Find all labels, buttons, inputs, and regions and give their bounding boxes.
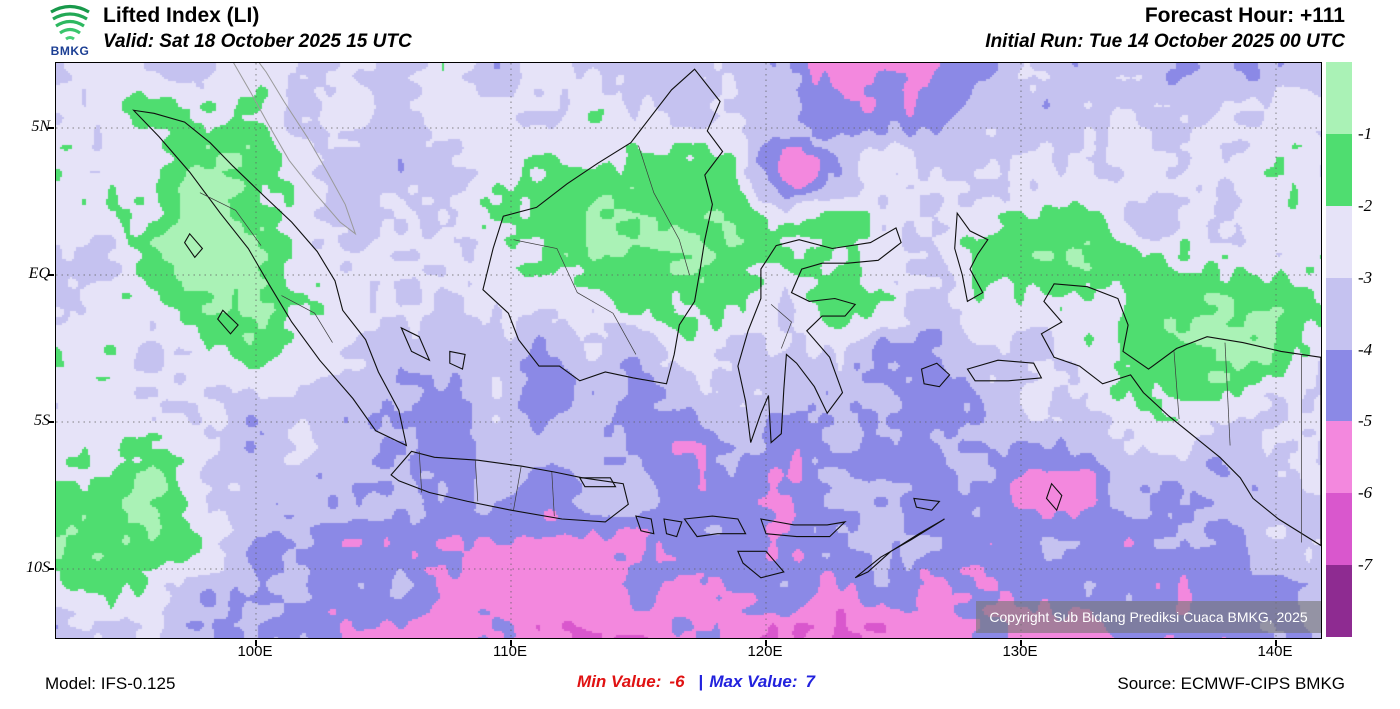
color-legend	[1326, 62, 1352, 637]
min-value: -6	[669, 672, 685, 691]
y-axis-tickmark	[48, 421, 54, 423]
y-axis-tickmark	[48, 274, 54, 276]
x-axis-tickmark	[510, 640, 512, 646]
source-label: Source: ECMWF-CIPS BMKG	[1117, 674, 1345, 693]
min-max-summary: Min Value: -6 | Max Value: 7	[577, 672, 823, 692]
bmkg-logo-text: BMKG	[50, 44, 90, 58]
coastline	[737, 227, 902, 444]
province-border	[418, 451, 423, 493]
coastline	[854, 518, 945, 579]
coastline	[635, 515, 655, 535]
y-tick-label-10s: 10S	[26, 559, 50, 576]
legend-band-0	[1326, 62, 1352, 134]
province-border	[770, 304, 792, 349]
legend-band-7	[1326, 565, 1352, 637]
copyright-badge: Copyright Sub Bidang Prediksi Cuaca BMKG…	[976, 601, 1321, 633]
coastline-malaysia	[233, 63, 357, 236]
coastline	[920, 362, 951, 388]
coastline	[1045, 482, 1063, 512]
coastline	[954, 211, 989, 303]
bmkg-logo-icon	[50, 4, 90, 41]
x-axis-tickmark	[255, 640, 257, 646]
coastline	[578, 477, 617, 488]
legend-band-4	[1326, 349, 1352, 422]
min-max-separator: |	[698, 672, 704, 691]
coastline	[482, 68, 724, 385]
x-tick-label-100e: 100E	[237, 643, 273, 660]
x-tick-label-110e: 110E	[493, 643, 527, 660]
coastline	[449, 350, 466, 370]
province-border	[474, 460, 479, 502]
province-border	[1173, 351, 1180, 420]
y-tick-label-eq: EQ	[28, 265, 50, 282]
legend-tick-label-1: -1	[1358, 124, 1373, 143]
coastline	[132, 109, 408, 447]
y-axis-tickmark	[48, 568, 54, 570]
x-tick-label-130e: 130E	[1002, 643, 1038, 660]
x-tick-label-120e: 120E	[747, 643, 783, 660]
coastline	[760, 518, 847, 538]
province-border	[199, 192, 262, 246]
legend-tick-label-5: -5	[1358, 411, 1373, 430]
valid-time-label: Valid: Sat 18 October 2025 15 UTC	[103, 31, 412, 52]
legend-tick-label-4: -4	[1358, 340, 1373, 359]
coastline	[966, 359, 1043, 382]
y-tick-label-5s: 5S	[34, 412, 50, 429]
legend-tick-label-6: -6	[1358, 483, 1373, 502]
x-tick-label-140e: 140E	[1257, 643, 1293, 660]
coastline	[183, 232, 204, 259]
coastline	[737, 550, 785, 579]
legend-tick-label-7: -7	[1358, 555, 1373, 574]
province-border	[281, 295, 333, 343]
coastline	[390, 450, 629, 523]
y-axis-tickmark	[48, 127, 54, 129]
legend-tick-label-3: -3	[1358, 268, 1373, 287]
y-tick-label-5n: 5N	[31, 118, 50, 135]
province-border	[513, 466, 522, 511]
legend-band-2	[1326, 205, 1352, 278]
map-plot-area: Copyright Sub Bidang Prediksi Cuaca BMKG…	[55, 62, 1322, 639]
coastline	[663, 518, 683, 538]
coastline	[1040, 283, 1321, 547]
province-border	[1224, 342, 1231, 446]
coastline	[683, 515, 747, 538]
forecast-hour-label: Forecast Hour: +111	[1144, 4, 1345, 27]
coastline	[913, 497, 941, 511]
coastline	[217, 309, 239, 335]
province-border	[638, 145, 690, 276]
page-title: Lifted Index (LI)	[103, 4, 260, 27]
legend-band-1	[1326, 133, 1352, 206]
bmkg-logo: BMKG	[42, 2, 98, 58]
max-value-label: Max Value:	[709, 672, 798, 691]
min-value-label: Min Value:	[577, 672, 662, 691]
initial-run-label: Initial Run: Tue 14 October 2025 00 UTC	[985, 31, 1345, 52]
lifted-index-shading-canvas	[56, 63, 1321, 638]
province-border	[513, 239, 637, 355]
legend-band-3	[1326, 277, 1352, 350]
x-axis-tickmark	[1020, 640, 1022, 646]
legend-band-5	[1326, 421, 1352, 494]
x-axis-tickmark	[765, 640, 767, 646]
legend-band-6	[1326, 493, 1352, 566]
model-label: Model: IFS-0.125	[45, 674, 176, 693]
max-value: 7	[805, 672, 815, 691]
legend-tick-label-2: -2	[1358, 196, 1373, 215]
coastline	[400, 326, 431, 362]
province-border	[551, 471, 555, 517]
coastline-gridline-overlay	[56, 63, 1321, 638]
x-axis-tickmark	[1275, 640, 1277, 646]
